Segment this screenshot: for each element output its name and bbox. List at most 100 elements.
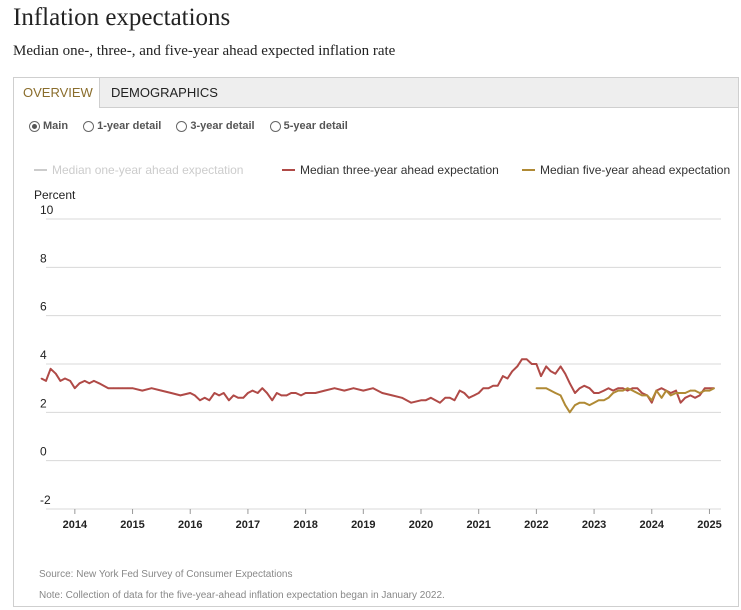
data-point-five_year — [559, 394, 562, 397]
data-point-three_year — [170, 392, 172, 394]
data-point-five_year — [607, 397, 610, 399]
data-point-three_year — [218, 394, 220, 397]
data-point-three_year — [636, 387, 639, 389]
data-point-three_year — [203, 397, 206, 399]
data-point-three_year — [304, 392, 307, 394]
data-point-three_year — [98, 382, 100, 385]
data-point-three_year — [194, 394, 196, 397]
data-point-three_year — [511, 370, 513, 373]
data-point-three_year — [55, 372, 57, 375]
tab-demographics[interactable]: DEMOGRAPHICS — [111, 85, 218, 100]
x-tick-label: 2022 — [524, 519, 548, 531]
radio-main[interactable]: Main — [29, 120, 68, 132]
data-point-three_year — [83, 380, 86, 382]
data-point-three_year — [525, 358, 528, 360]
y-tick-label: -2 — [40, 493, 51, 507]
y-tick-label: 10 — [40, 203, 54, 217]
data-point-three_year — [444, 397, 447, 399]
data-point-three_year — [492, 384, 494, 387]
data-point-three_year — [496, 384, 499, 387]
line-chart: 10 8 6 4 2 0 -2 Percent 2014 2015 2016 2017 2018 2019… — [34, 163, 730, 531]
data-point-five_year — [684, 392, 687, 394]
data-point-three_year — [300, 394, 302, 397]
x-tick-label: 2020 — [409, 519, 433, 531]
data-point-three_year — [434, 399, 437, 402]
data-point-three_year — [228, 399, 230, 402]
legend-label-one_year: Median one-year ahead expectation — [52, 163, 243, 177]
data-point-five_year — [597, 399, 600, 402]
data-point-three_year — [275, 392, 278, 394]
data-point-three_year — [578, 387, 581, 389]
data-point-five_year — [670, 394, 672, 397]
data-point-five_year — [603, 399, 605, 402]
y-tick-label: 6 — [40, 300, 47, 314]
radio-3-year-detail[interactable]: 3-year detail — [176, 120, 255, 132]
data-point-three_year — [74, 387, 76, 389]
radio-5-year-detail[interactable]: 5-year detail — [269, 120, 348, 132]
data-point-three_year — [381, 392, 384, 394]
data-point-three_year — [59, 380, 62, 382]
data-point-five_year — [704, 389, 706, 392]
data-point-three_year — [160, 389, 163, 392]
data-point-five_year — [708, 389, 711, 392]
data-point-three_year — [333, 387, 336, 389]
data-point-three_year — [401, 397, 403, 399]
data-point-three_year — [285, 394, 288, 397]
data-point-three_year — [256, 392, 259, 394]
data-point-three_year — [506, 377, 509, 380]
data-point-five_year — [535, 387, 538, 389]
data-point-five_year — [540, 387, 542, 389]
x-tick-label: 2016 — [178, 519, 202, 531]
x-tick-label: 2024 — [640, 519, 665, 531]
data-point-three_year — [271, 399, 273, 402]
data-point-three_year — [487, 387, 490, 389]
x-tick-label: 2017 — [236, 519, 260, 531]
footnote: Note: Collection of data for the five-ye… — [39, 590, 445, 601]
x-tick-label: 2023 — [582, 519, 606, 531]
radio-dot-icon — [83, 120, 95, 132]
data-point-five_year — [545, 387, 547, 389]
data-point-three_year — [502, 375, 504, 377]
data-point-three_year — [88, 382, 91, 385]
data-point-three_year — [213, 392, 216, 394]
data-point-three_year — [550, 370, 552, 373]
data-point-three_year — [597, 392, 600, 394]
tab-overview[interactable]: OVERVIEW — [14, 78, 100, 108]
data-point-three_year — [430, 397, 432, 399]
page-subtitle: Median one-, three-, and five-year ahead… — [13, 43, 396, 59]
data-point-three_year — [420, 399, 422, 402]
data-point-three_year — [482, 387, 485, 389]
data-point-three_year — [222, 392, 225, 394]
data-point-three_year — [410, 401, 412, 404]
data-point-three_year — [626, 389, 629, 392]
y-tick-label: 2 — [40, 396, 47, 410]
data-point-three_year — [362, 389, 365, 392]
data-point-three_year — [607, 387, 610, 389]
y-tick-label: 8 — [40, 251, 47, 265]
data-point-three_year — [521, 358, 523, 360]
radio-1-year-detail[interactable]: 1-year detail — [83, 120, 161, 132]
data-point-five_year — [626, 387, 629, 389]
legend-label-five_year: Median five-year ahead expectation — [540, 163, 730, 177]
data-point-three_year — [439, 401, 441, 404]
data-point-five_year — [593, 401, 595, 404]
data-point-three_year — [463, 392, 466, 394]
source-note: Source: New York Fed Survey of Consumer … — [39, 569, 293, 580]
data-point-five_year — [617, 389, 620, 392]
data-point-five_year — [689, 389, 692, 392]
data-point-three_year — [554, 372, 557, 375]
data-point-five_year — [550, 389, 552, 392]
data-point-three_year — [708, 387, 711, 389]
radio-dot-icon — [269, 120, 281, 132]
data-point-three_year — [295, 392, 297, 394]
data-point-five_year — [588, 404, 591, 406]
data-point-five_year — [583, 401, 586, 404]
data-point-three_year — [612, 389, 614, 392]
y-tick-label: 0 — [40, 445, 47, 459]
data-point-five_year — [564, 404, 567, 406]
data-point-three_year — [468, 397, 470, 399]
data-point-five_year — [679, 392, 682, 394]
data-point-three_year — [477, 392, 480, 394]
radio-label: Main — [43, 120, 69, 132]
data-point-three_year — [675, 389, 677, 392]
